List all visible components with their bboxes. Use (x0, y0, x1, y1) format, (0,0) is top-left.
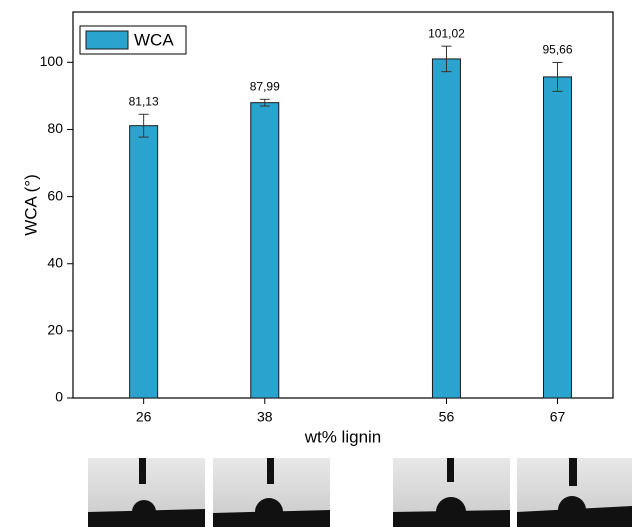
chart: WCA (°) wt% lignin 0 20 40 60 80 100 26 38 56 67 8… (21, 11, 614, 446)
bar (431, 58, 461, 399)
legend-label: WCA (134, 30, 174, 49)
value-label: 87,99 (250, 79, 280, 93)
y-tick-label: 60 (47, 187, 63, 203)
value-label: 95,66 (542, 43, 572, 57)
y-tick-label: 80 (47, 120, 63, 136)
x-tick-label: 56 (439, 409, 455, 425)
legend-swatch (85, 30, 129, 50)
y-tick-label: 40 (47, 254, 63, 270)
value-label: 101,02 (428, 26, 465, 40)
photo (517, 458, 632, 527)
plot-frame (72, 11, 614, 399)
y-axis-label: WCA (°) (21, 174, 40, 236)
error-bar (259, 98, 270, 107)
photos (88, 458, 632, 527)
bar (129, 125, 159, 399)
y-tick-label: 20 (47, 322, 63, 338)
photo (88, 458, 205, 527)
x-tick-label: 67 (550, 409, 566, 425)
value-label: 81,13 (129, 94, 159, 108)
photo (213, 458, 330, 527)
x-tick-label: 38 (257, 409, 273, 425)
error-bar (441, 45, 452, 73)
bar (542, 76, 572, 399)
y-tick-label: 0 (55, 389, 63, 405)
bar (250, 102, 280, 399)
y-tick-label: 100 (40, 53, 64, 69)
x-tick-label: 26 (136, 409, 152, 425)
x-axis-label: wt% lignin (304, 427, 382, 446)
error-bar (552, 61, 563, 92)
error-bar (138, 113, 149, 138)
photo (393, 458, 510, 527)
